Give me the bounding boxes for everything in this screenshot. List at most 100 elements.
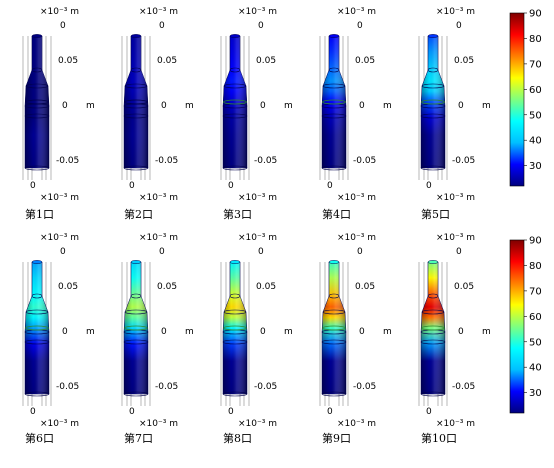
panel-caption: 第8口 [223, 431, 252, 445]
tick-neg-0.05: -0.05 [155, 382, 178, 392]
axis-exponent-bottom: ×10⁻³ m [436, 419, 475, 429]
cylinder-top-cap [427, 260, 439, 264]
unit-m: m [383, 327, 392, 337]
axis-zero-bottom: 0 [30, 181, 36, 191]
panel-caption: 第6口 [25, 431, 54, 445]
cylinder-ring [24, 391, 50, 397]
colorbar-tick-label: 30 [529, 161, 542, 172]
axis-exponent-top: ×10⁻³ m [139, 7, 178, 17]
axis-zero-bottom: 0 [129, 407, 135, 417]
colorbar-scale [509, 239, 525, 414]
tick-0.05: 0.05 [256, 282, 276, 292]
cylinder-top-cap [31, 34, 43, 38]
cylinder-ring [222, 391, 248, 397]
colorbar-tick-label: 40 [529, 363, 542, 374]
unit-m: m [284, 101, 293, 111]
cylinder-top-cap [130, 260, 142, 264]
tick-0.05: 0.05 [58, 56, 78, 66]
contact-ring [421, 325, 445, 331]
axis-exponent-top: ×10⁻³ m [337, 7, 376, 17]
axis-zero-bottom: 0 [426, 181, 432, 191]
panels-layer: ×10⁻³ m 0 0.05 0 m -0.05 0 ×10⁻³ m 第1口 ×10⁻³ m 0 0.… [22, 7, 491, 445]
cylinder-shading [223, 36, 247, 168]
tick-0.05: 0.05 [256, 56, 276, 66]
tick-0: 0 [62, 101, 68, 111]
tick-neg-0.05: -0.05 [254, 156, 277, 166]
cylinder-ring [222, 113, 248, 119]
cylinder-ring [322, 83, 346, 89]
colorbar-scale [509, 12, 525, 187]
cylinder-ring [229, 67, 241, 73]
cylinder-ring [421, 83, 445, 89]
cylinder-ring [421, 309, 445, 315]
axis-zero-bottom: 0 [327, 407, 333, 417]
tick-0: 0 [458, 327, 464, 337]
axis-zero-top: 0 [258, 247, 264, 257]
tick-0.05: 0.05 [58, 282, 78, 292]
tick-neg-0.05: -0.05 [56, 156, 79, 166]
cylinder-shading [25, 262, 49, 394]
panel-10: ×10⁻³ m 0 0.05 0 m -0.05 0 ×10⁻³ m 第10口 [418, 233, 491, 445]
cylinder-ring [223, 309, 247, 315]
unit-m: m [185, 101, 194, 111]
unit-m: m [86, 327, 95, 337]
contact-ring [25, 99, 49, 105]
cylinder-ring [24, 339, 50, 345]
cylinder-top-cap [328, 260, 340, 264]
cylinder-ring [321, 391, 347, 397]
cylinder-ring [123, 391, 149, 397]
cylinder-ring [420, 113, 446, 119]
tick-neg-0.05: -0.05 [56, 382, 79, 392]
cylinder-shading [124, 262, 148, 394]
axis-zero-top: 0 [60, 247, 66, 257]
panel-caption: 第1口 [25, 207, 54, 221]
cylinder-ring [130, 67, 142, 73]
axis-zero-top: 0 [159, 21, 165, 31]
axis-exponent-top: ×10⁻³ m [238, 233, 277, 243]
tick-0: 0 [260, 327, 266, 337]
axis-exponent-top: ×10⁻³ m [238, 7, 277, 17]
contact-ring [322, 99, 346, 105]
panel-caption: 第9口 [322, 431, 351, 445]
axis-exponent-top: ×10⁻³ m [40, 233, 79, 243]
tick-0.05: 0.05 [157, 282, 177, 292]
tick-0: 0 [62, 327, 68, 337]
axis-exponent-bottom: ×10⁻³ m [139, 419, 178, 429]
axis-exponent-top: ×10⁻³ m [436, 233, 475, 243]
colorbar-tick-label: 50 [529, 337, 542, 348]
axis-exponent-bottom: ×10⁻³ m [238, 193, 277, 203]
axis-zero-top: 0 [456, 21, 462, 31]
tick-0.05: 0.05 [157, 56, 177, 66]
panel-caption: 第5口 [421, 207, 450, 221]
axis-zero-top: 0 [456, 247, 462, 257]
cylinder-ring [25, 83, 49, 89]
axis-zero-bottom: 0 [228, 407, 234, 417]
axis-exponent-top: ×10⁻³ m [40, 7, 79, 17]
colorbar-top: 90 80 70 60 50 40 30 [509, 9, 542, 187]
unit-m: m [482, 327, 491, 337]
unit-m: m [383, 101, 392, 111]
cylinder-ring [123, 339, 149, 345]
tick-neg-0.05: -0.05 [452, 382, 475, 392]
colorbar-tick-label: 40 [529, 136, 542, 147]
colorbar-tick-label: 80 [529, 261, 542, 272]
tick-neg-0.05: -0.05 [155, 156, 178, 166]
unit-m: m [284, 327, 293, 337]
panel-5: ×10⁻³ m 0 0.05 0 m -0.05 0 ×10⁻³ m 第5口 [418, 7, 491, 221]
tick-0.05: 0.05 [355, 282, 375, 292]
panel-caption: 第7口 [124, 431, 153, 445]
axis-exponent-bottom: ×10⁻³ m [139, 193, 178, 203]
axis-exponent-top: ×10⁻³ m [337, 233, 376, 243]
cylinder-ring [124, 83, 148, 89]
contact-ring [421, 99, 445, 105]
colorbar-tick-label: 90 [529, 236, 542, 247]
cylinder-ring [25, 309, 49, 315]
cylinder-ring [31, 67, 43, 73]
cylinder-ring [328, 67, 340, 73]
contact-ring [223, 99, 247, 105]
colorbar-tick-label: 60 [529, 312, 542, 323]
tick-0: 0 [161, 327, 167, 337]
panel-4: ×10⁻³ m 0 0.05 0 m -0.05 0 ×10⁻³ m 第4口 [319, 7, 392, 221]
colorbar-tick-label: 50 [529, 110, 542, 121]
cylinder-shading [421, 36, 445, 168]
